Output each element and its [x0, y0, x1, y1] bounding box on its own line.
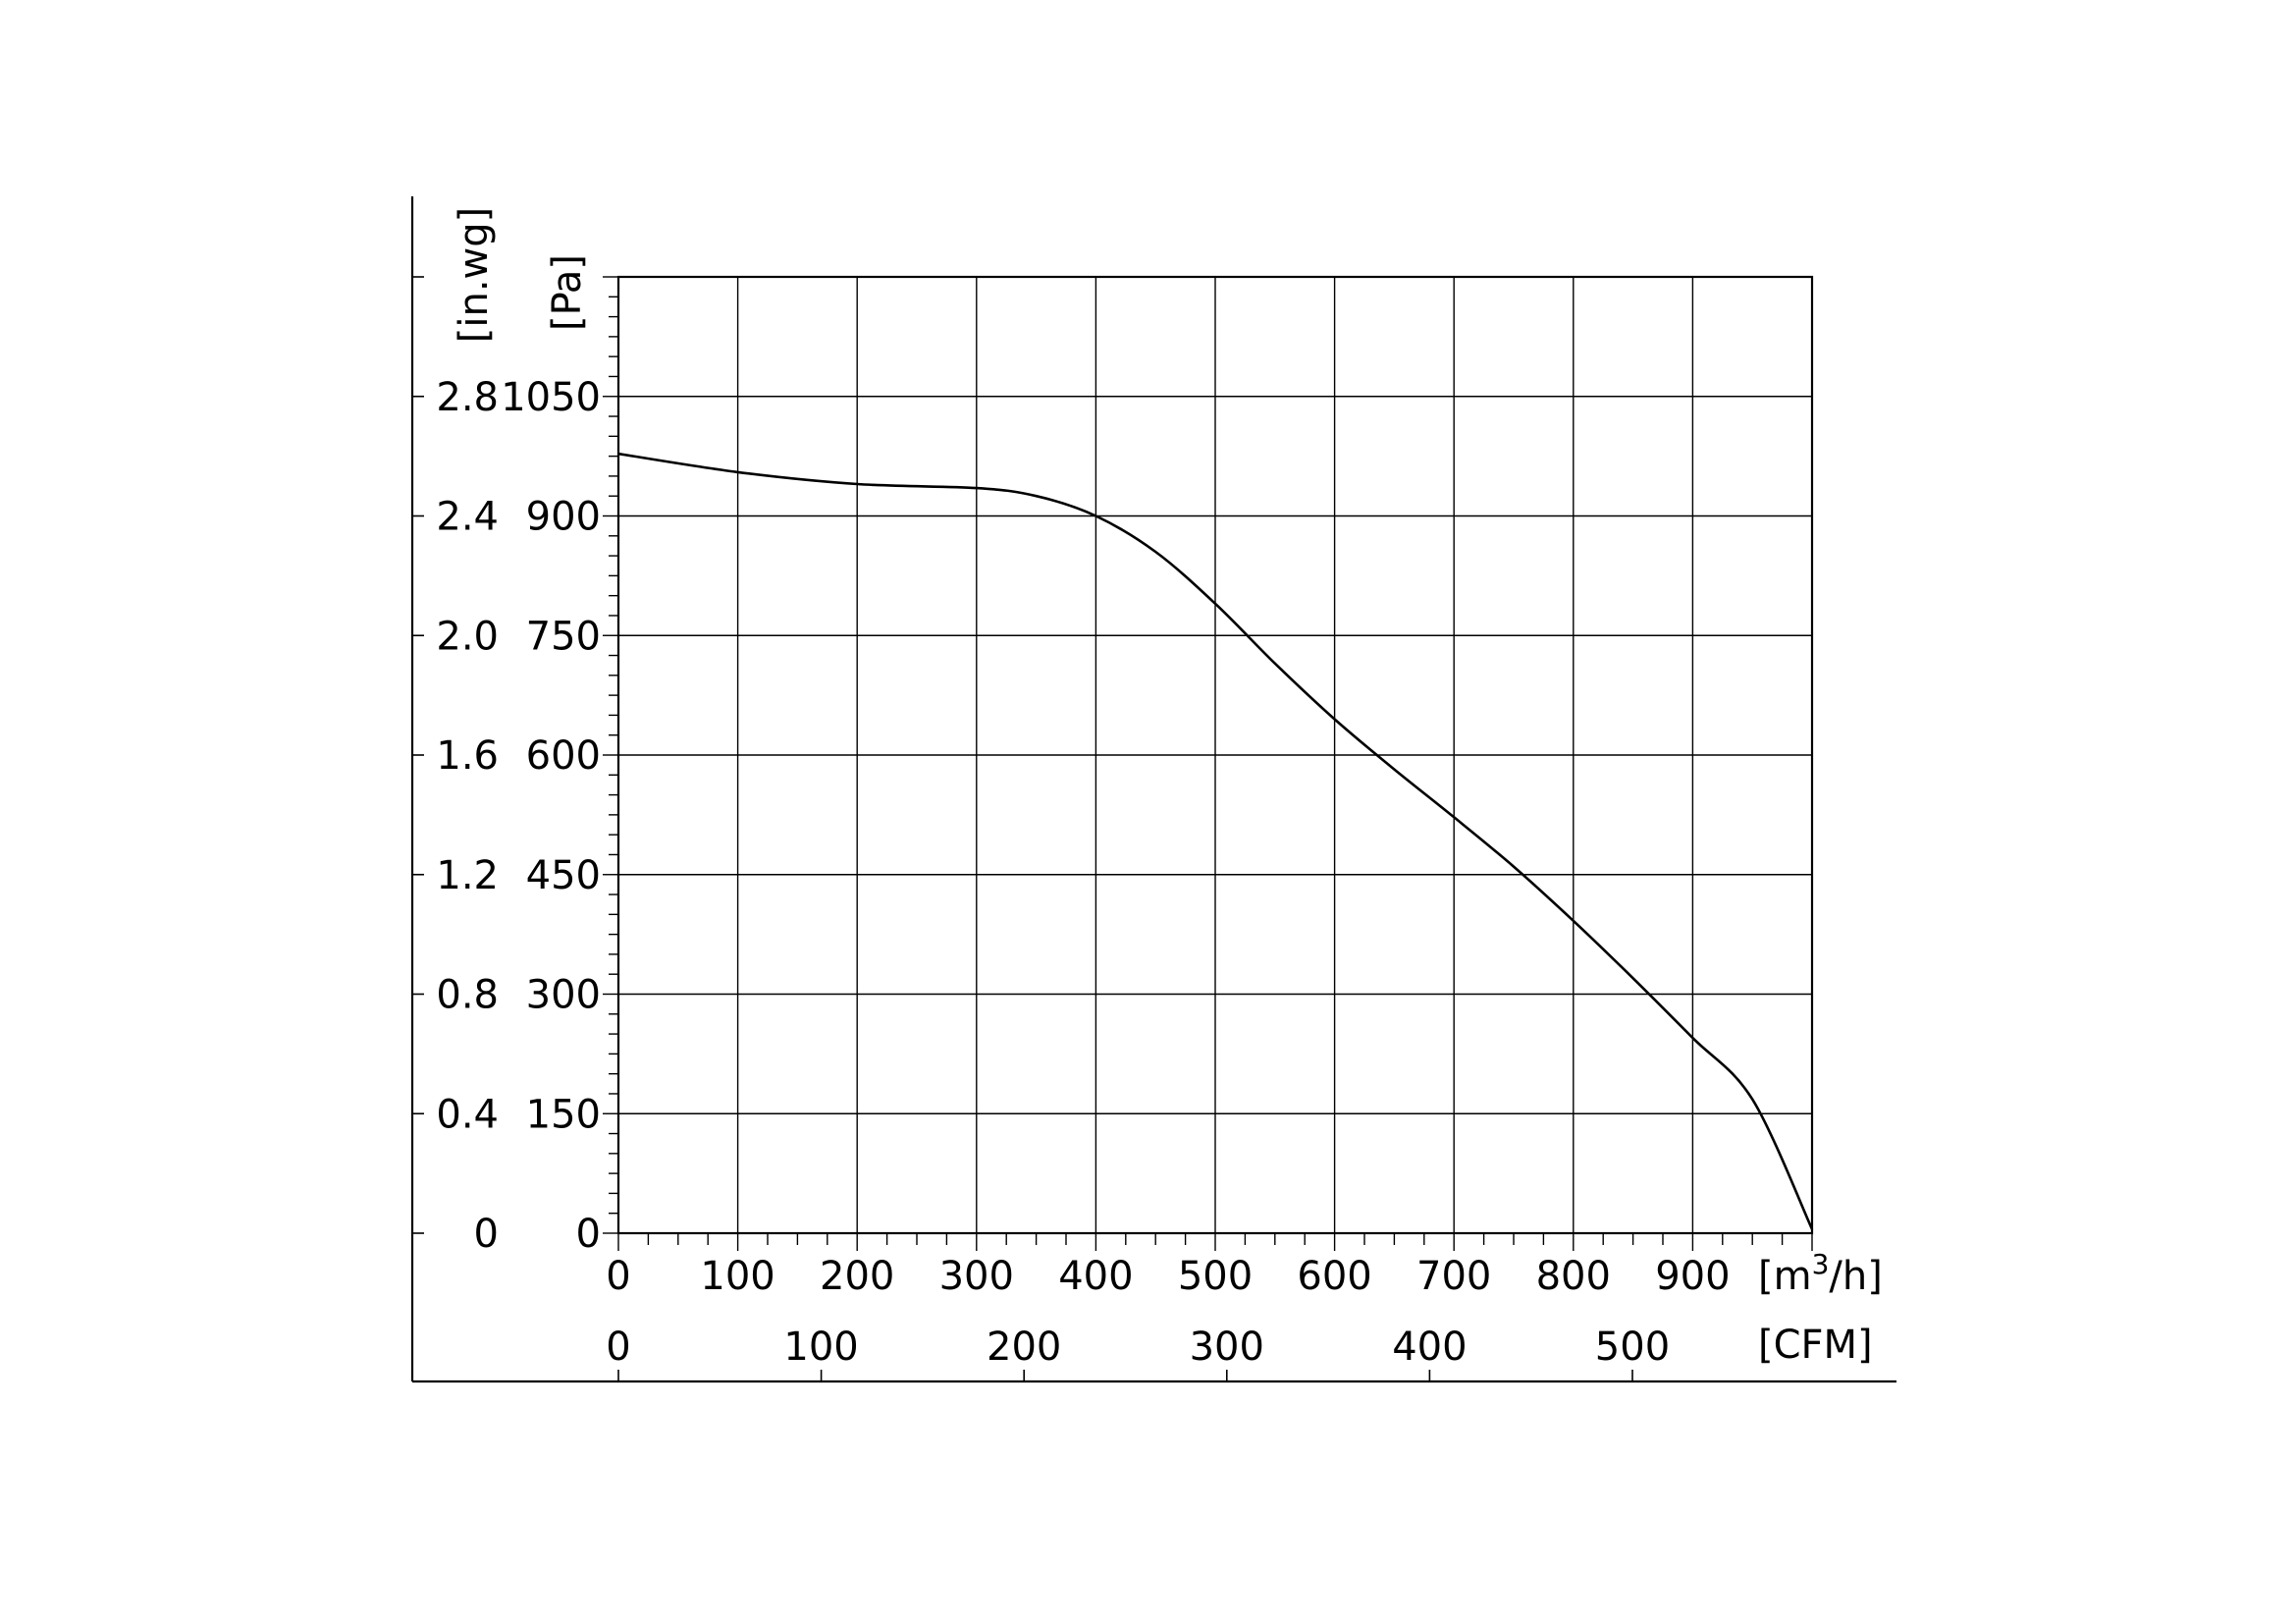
- y-tick-label-pa: 750: [526, 614, 601, 659]
- y-tick-label-pa: 1050: [501, 375, 601, 420]
- axes: [410, 196, 1896, 1383]
- x-unit-label: [m3/h]: [1758, 1248, 1883, 1299]
- y-tick-label-pa: 150: [526, 1092, 601, 1137]
- x-tick-label: 800: [1536, 1254, 1611, 1299]
- y-tick-label-inwg: 2.0: [436, 614, 499, 659]
- grid-lines: [618, 277, 1812, 1233]
- x-tick-label: 500: [1178, 1254, 1253, 1299]
- x-tick-label: 300: [939, 1254, 1014, 1299]
- y-tick-label-inwg: 2.4: [436, 495, 499, 540]
- y-tick-label-inwg: 0.4: [436, 1092, 499, 1137]
- y-tick-label-pa: 600: [526, 733, 601, 779]
- x2-tick-label: 400: [1392, 1325, 1467, 1370]
- x-tick-label: 700: [1416, 1254, 1491, 1299]
- series-line-pressure-curve: [617, 452, 1814, 1230]
- minor-ticks: [603, 276, 1813, 1251]
- plot-frame: [616, 275, 1814, 1235]
- x2-tick-label: 0: [606, 1325, 630, 1370]
- plot-border: [616, 275, 1814, 1235]
- x2-tick-label: 200: [987, 1325, 1061, 1370]
- x-tick-label: 0: [606, 1254, 630, 1299]
- x2-tick-label: 500: [1595, 1325, 1670, 1370]
- x-tick-label: 200: [820, 1254, 894, 1299]
- x2-tick-label: 100: [783, 1325, 858, 1370]
- x-tick-label: 400: [1058, 1254, 1133, 1299]
- y-tick-label-pa: 900: [526, 495, 601, 540]
- y-tick-label-pa: 300: [526, 973, 601, 1018]
- x2-unit-label: [CFM]: [1758, 1323, 1873, 1368]
- y-tick-label-pa: 450: [526, 853, 601, 898]
- y-tick-label-inwg: 2.8: [436, 375, 499, 420]
- curve-layer: [617, 452, 1814, 1230]
- y-tick-label-inwg: 1.2: [436, 853, 499, 898]
- tick-labels: 001500.43000.84501.26001.67502.09002.410…: [436, 375, 1730, 1370]
- x-tick-label: 900: [1655, 1254, 1730, 1299]
- y-tick-label-inwg: 0.8: [436, 973, 499, 1018]
- x-tick-label: 100: [700, 1254, 774, 1299]
- y-unit-label: [Pa]: [545, 254, 590, 331]
- y-tick-label-inwg: 1.6: [436, 733, 499, 779]
- y-tick-label-inwg: 0: [474, 1212, 499, 1257]
- x-tick-label: 600: [1297, 1254, 1371, 1299]
- y2-unit-label: [in.wg]: [452, 207, 497, 344]
- y-tick-label-pa: 0: [576, 1212, 601, 1257]
- x2-tick-label: 300: [1190, 1325, 1264, 1370]
